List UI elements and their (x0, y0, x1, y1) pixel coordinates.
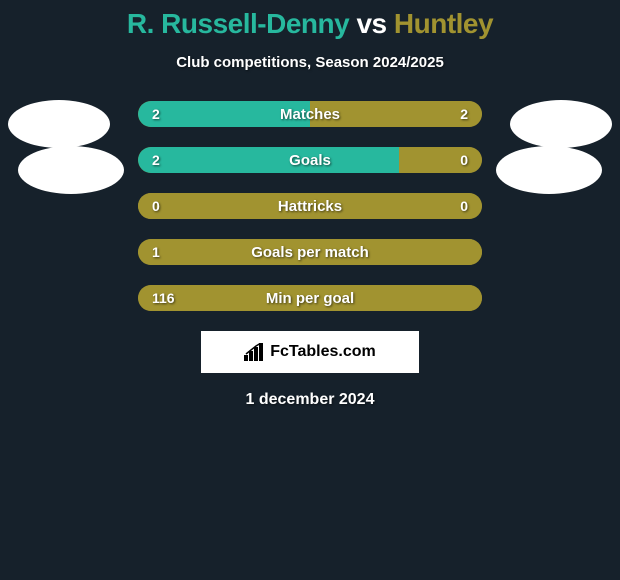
stats-area: 2Matches2 2Goals0 0Hattricks0 1Goals per ma… (0, 101, 620, 311)
stat-bar-left (138, 285, 482, 311)
stat-bar-right (399, 147, 482, 173)
date-text: 1 december 2024 (246, 391, 375, 409)
stat-bar: 1Goals per match (138, 239, 482, 265)
stat-bar: 0Hattricks0 (138, 193, 482, 219)
stat-row: 2Matches2 (0, 101, 620, 127)
stat-bar-left (138, 101, 310, 127)
title-player2: Huntley (394, 8, 493, 39)
stat-row: 116Min per goal (0, 285, 620, 311)
title-player1: R. Russell-Denny (127, 8, 349, 39)
comparison-widget: R. Russell-Denny vs Huntley Club competi… (0, 0, 620, 409)
stat-bar: 2Goals0 (138, 147, 482, 173)
stat-row: 0Hattricks0 (0, 193, 620, 219)
stat-bar-left (138, 147, 399, 173)
chart-icon (244, 343, 266, 361)
stat-bar-left (138, 239, 482, 265)
stat-row: 1Goals per match (0, 239, 620, 265)
subtitle: Club competitions, Season 2024/2025 (176, 54, 444, 71)
title-vs: vs (349, 8, 394, 39)
stat-bar-right (310, 101, 482, 127)
logo-text: FcTables.com (270, 343, 376, 361)
stat-bar: 2Matches2 (138, 101, 482, 127)
stat-bar-right (138, 193, 482, 219)
stat-bar: 116Min per goal (138, 285, 482, 311)
page-title: R. Russell-Denny vs Huntley (127, 8, 493, 40)
logo-box[interactable]: FcTables.com (201, 331, 419, 373)
stat-row: 2Goals0 (0, 147, 620, 173)
